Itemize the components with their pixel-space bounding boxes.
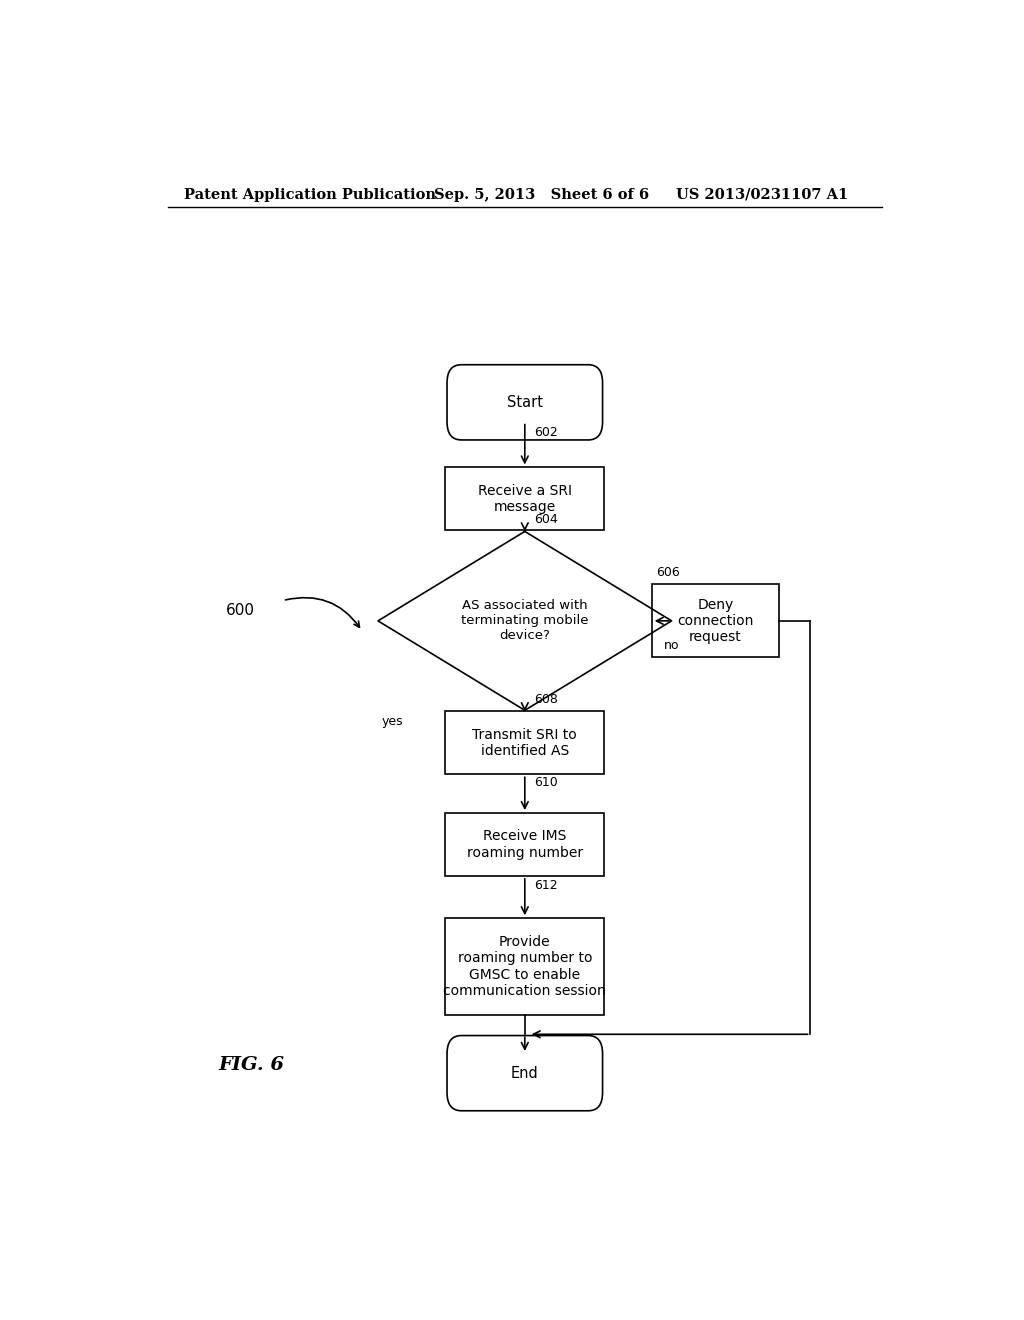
- FancyBboxPatch shape: [447, 364, 602, 440]
- Polygon shape: [378, 532, 672, 710]
- Text: Transmit SRI to
identified AS: Transmit SRI to identified AS: [472, 727, 578, 758]
- FancyBboxPatch shape: [447, 1036, 602, 1110]
- FancyBboxPatch shape: [445, 813, 604, 876]
- Text: AS associated with
terminating mobile
device?: AS associated with terminating mobile de…: [461, 599, 589, 643]
- Text: yes: yes: [382, 715, 403, 729]
- FancyBboxPatch shape: [652, 585, 779, 657]
- Text: Sep. 5, 2013   Sheet 6 of 6: Sep. 5, 2013 Sheet 6 of 6: [433, 187, 648, 202]
- Text: 612: 612: [535, 879, 558, 892]
- Text: Receive a SRI
message: Receive a SRI message: [478, 484, 571, 513]
- Text: 606: 606: [655, 566, 680, 579]
- Text: Provide
roaming number to
GMSC to enable
communication session: Provide roaming number to GMSC to enable…: [443, 935, 606, 998]
- Text: 608: 608: [535, 693, 558, 706]
- Text: Receive IMS
roaming number: Receive IMS roaming number: [467, 829, 583, 859]
- Text: US 2013/0231107 A1: US 2013/0231107 A1: [676, 187, 848, 202]
- Text: 610: 610: [535, 776, 558, 788]
- Text: FIG. 6: FIG. 6: [218, 1056, 284, 1074]
- Text: Start: Start: [507, 395, 543, 409]
- FancyBboxPatch shape: [445, 711, 604, 775]
- Text: 600: 600: [226, 603, 255, 618]
- Text: Patent Application Publication: Patent Application Publication: [183, 187, 435, 202]
- Text: End: End: [511, 1065, 539, 1081]
- FancyBboxPatch shape: [445, 919, 604, 1015]
- Text: no: no: [664, 639, 679, 652]
- Text: Deny
connection
request: Deny connection request: [677, 598, 754, 644]
- Text: 604: 604: [535, 513, 558, 525]
- Text: 602: 602: [535, 426, 558, 440]
- FancyBboxPatch shape: [445, 467, 604, 531]
